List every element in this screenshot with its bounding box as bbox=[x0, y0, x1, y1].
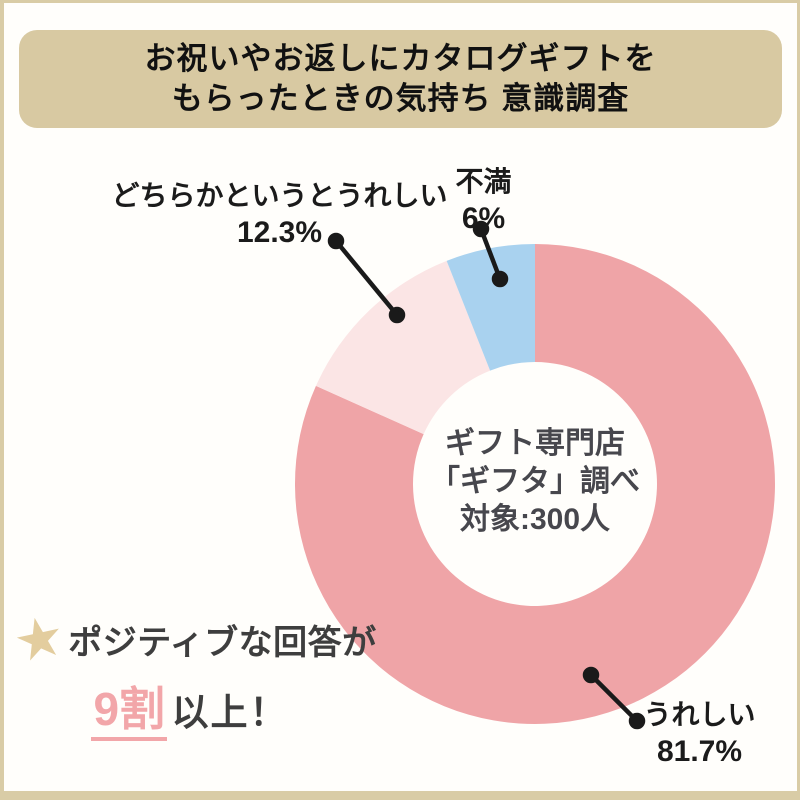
center-note-line: 対象:300人 bbox=[459, 503, 611, 536]
callout-highlight: 9割 bbox=[91, 683, 168, 741]
slice-label-ureshii: うれしい 81.7% bbox=[597, 698, 797, 770]
title-line-1: お祝いやお返しにカタログギフトを bbox=[144, 41, 657, 76]
callout-rest: 以上！ bbox=[171, 692, 289, 733]
connector-line-dochiraka bbox=[334, 239, 399, 317]
slice-label-percent: 81.7% bbox=[656, 735, 743, 768]
donut-slice-ureshii bbox=[294, 244, 775, 724]
connector-dot bbox=[582, 666, 600, 684]
center-note-line: ギフト専門店 bbox=[445, 427, 625, 460]
connector-dot bbox=[628, 712, 646, 730]
star-icon: ★ bbox=[7, 602, 71, 675]
donut-slice-dochiraka bbox=[315, 260, 491, 435]
slice-label-text: どちらかというとうれしい bbox=[111, 180, 448, 211]
title-line-2: もらったときの気持ち 意識調査 bbox=[171, 81, 630, 116]
callout-line-1: ★ ポジティブな回答が bbox=[8, 602, 376, 674]
slice-label-dochiraka: どちらかというとうれしい 12.3% bbox=[97, 179, 462, 251]
callout-line-2: 9割 以上！ bbox=[14, 673, 366, 741]
slice-label-text: 不満 bbox=[455, 166, 512, 197]
slices-group bbox=[294, 243, 775, 724]
connector-dot bbox=[491, 270, 509, 288]
donut-chart bbox=[294, 220, 775, 730]
chart-center-source-note: ギフト専門店 「ギフタ」調べ 対象:300人 bbox=[385, 425, 685, 539]
slice-label-fuman: 不満 6% bbox=[421, 165, 546, 237]
connector-line-fuman bbox=[478, 228, 503, 280]
connector-line-ureshii bbox=[589, 673, 639, 723]
center-note-line: 「ギフタ」調べ bbox=[430, 465, 640, 498]
connector-lines bbox=[327, 220, 646, 730]
survey-title-banner: お祝いやお返しにカタログギフトを もらったときの気持ち 意識調査 bbox=[19, 30, 782, 128]
slice-label-percent: 12.3% bbox=[236, 216, 323, 249]
slice-label-text: うれしい bbox=[643, 699, 756, 730]
connector-dot bbox=[388, 306, 406, 324]
connector-dot bbox=[472, 220, 490, 238]
positive-answers-callout: ★ ポジティブな回答が 9割 以上！ bbox=[8, 602, 376, 741]
connector-dot bbox=[327, 232, 345, 250]
slice-label-percent: 6% bbox=[461, 202, 506, 235]
callout-text: ポジティブな回答が bbox=[68, 623, 377, 662]
donut-slice-fuman bbox=[446, 243, 535, 371]
